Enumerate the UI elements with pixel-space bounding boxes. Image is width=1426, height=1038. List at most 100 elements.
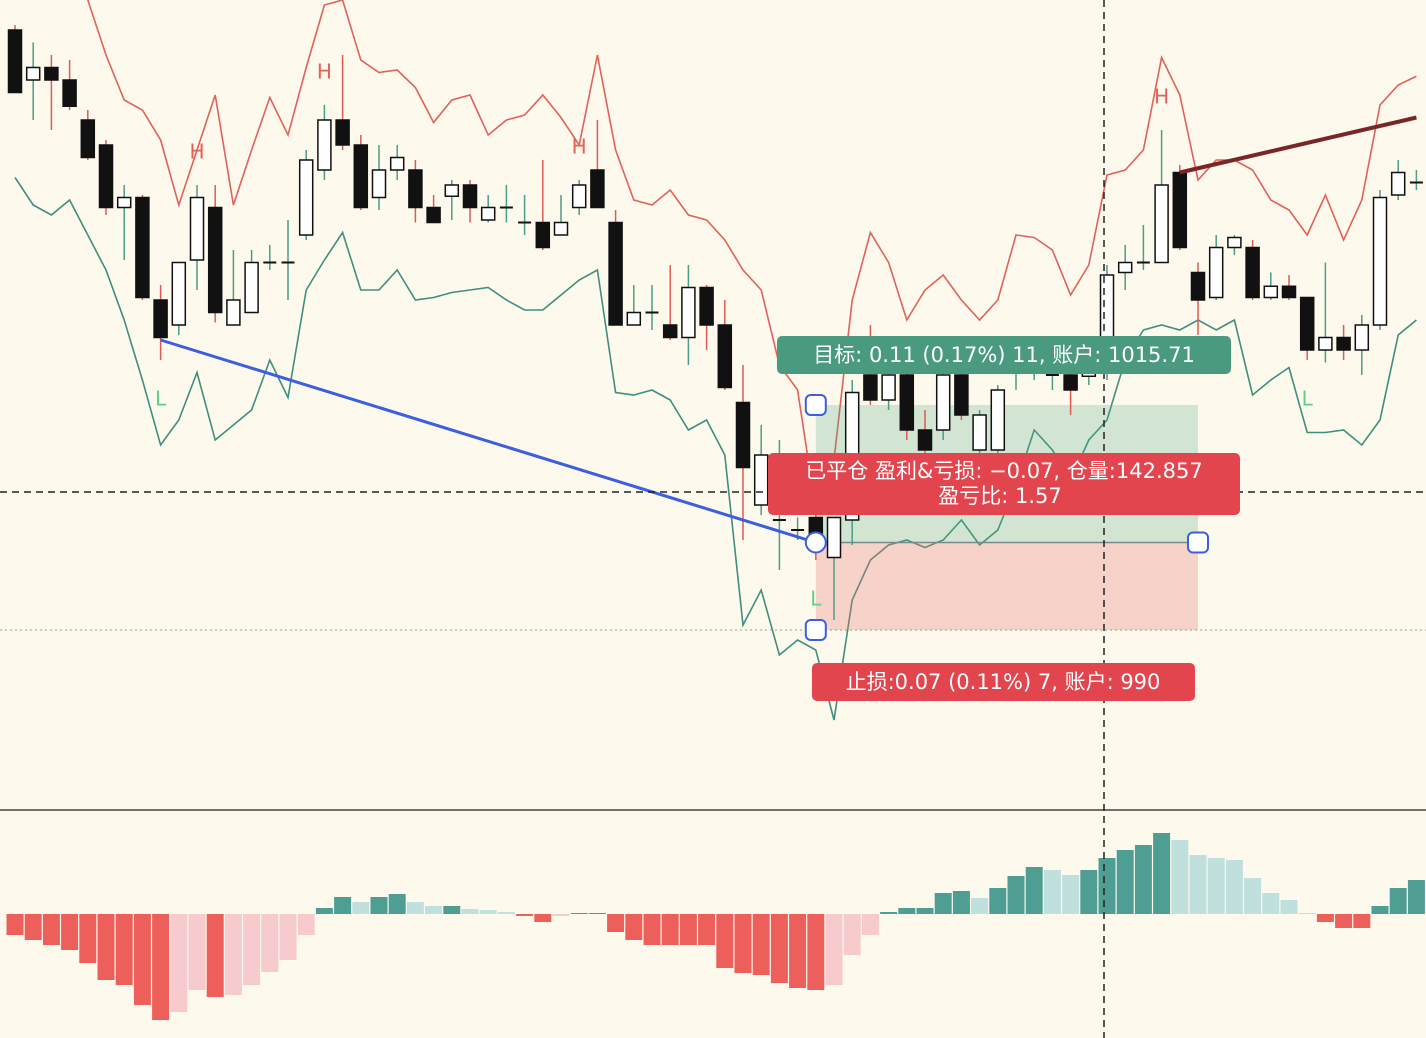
candle-body [863,374,878,401]
candle-body [317,119,332,171]
candle-body [826,516,842,559]
ratio-label: 盈亏比: 1.57 [938,484,1062,508]
candle-body [881,374,896,401]
candle-body [699,286,714,326]
histogram-bar [188,914,206,990]
histogram-bar [170,914,188,1012]
histogram-bar [752,914,770,975]
candle-body [972,414,987,451]
histogram-bar [6,914,24,935]
histogram-bar [1043,870,1061,914]
candle-body [1117,261,1133,274]
candle-body [80,119,96,159]
histogram-bar [1280,900,1298,914]
candle-body [226,299,241,326]
candle-body [480,206,496,221]
histogram-bar [880,912,898,914]
candle-body [917,429,933,451]
candle-body [62,79,77,107]
candle-body [608,221,623,326]
candle-body [98,144,114,209]
candle-body [153,299,168,339]
status-label: 已平仓 盈利&亏损: −0.07, 仓量:142.857 [805,459,1202,483]
candle-body [681,286,696,339]
target-label-box [777,336,1231,374]
candle-body [207,206,223,314]
histogram-bar [224,914,242,995]
histogram-bar [1353,914,1371,928]
histogram-bar [698,914,716,945]
histogram-bar [971,898,989,914]
histogram-bar [443,906,461,914]
low-marker: L [155,387,167,411]
band-line [87,0,1417,511]
histogram-bar [1116,850,1134,914]
stop-handle [804,619,827,641]
histogram-bar [24,914,42,940]
candle-body [990,389,1006,451]
histogram-bar [315,908,333,914]
stop-zone [815,542,1198,630]
histogram-bar [625,914,643,940]
candle-body [1390,171,1406,196]
candle-body [1227,236,1242,249]
candle-body [389,156,405,171]
histogram-bar [770,914,788,983]
histogram-bar [1098,858,1116,914]
histogram-bar [115,914,133,985]
candle-body [408,169,423,209]
position-labels: 目标: 0.11 (0.17%) 11, 账户: 1015.71 已平仓 盈利&… [768,336,1240,701]
candle-body [44,66,59,81]
candle-body [1172,171,1188,249]
histogram-bar [261,914,279,972]
candle-body [1299,296,1315,351]
candle-body [935,374,951,431]
histogram-bar [206,914,224,997]
low-marker: L [810,587,822,611]
histogram-bar [1371,906,1389,914]
histogram-bar [406,902,424,914]
histogram-bar [716,914,734,968]
candle-body [353,144,369,209]
histogram-bar [297,914,315,935]
candle-body [626,311,642,326]
candle-body [1245,246,1260,299]
histogram-bar [861,914,879,935]
high-marker: H [189,140,204,164]
histogram-bar [661,914,679,945]
candle-body [244,261,259,314]
candle-body [7,29,23,94]
high-marker: H [317,60,332,84]
histogram-bar [588,913,606,914]
status-label-box [768,453,1240,515]
candle-body [426,206,441,224]
candle-body [1208,246,1224,299]
histogram-bar [133,914,151,1005]
candle-body [135,196,150,299]
histogram-bar [734,914,752,973]
candle-body [1190,271,1206,301]
histogram-bar [989,888,1007,914]
candle-body [1372,196,1388,326]
histogram-bar [952,891,970,914]
histogram-bar [1225,860,1243,914]
histogram-bar [1389,888,1407,914]
candle-body [462,184,478,209]
stop-label: 止损:0.07 (0.11%) 7, 账户: 990 [846,670,1161,694]
histogram-bar [425,906,443,914]
entry-handle [1187,531,1209,554]
candle-body [662,324,678,339]
candle-body [1063,374,1078,391]
histogram-bar [1153,833,1171,914]
histogram-bar [61,914,79,950]
histogram-bar [279,914,297,960]
candle-body [899,374,915,431]
candle-body [1263,285,1279,299]
low-marker: L [1302,387,1314,411]
histogram-bar [334,897,352,914]
histogram-bar [1316,914,1334,922]
candle-body [571,184,587,209]
entry-handle [804,531,827,554]
histogram-bar [534,914,552,922]
